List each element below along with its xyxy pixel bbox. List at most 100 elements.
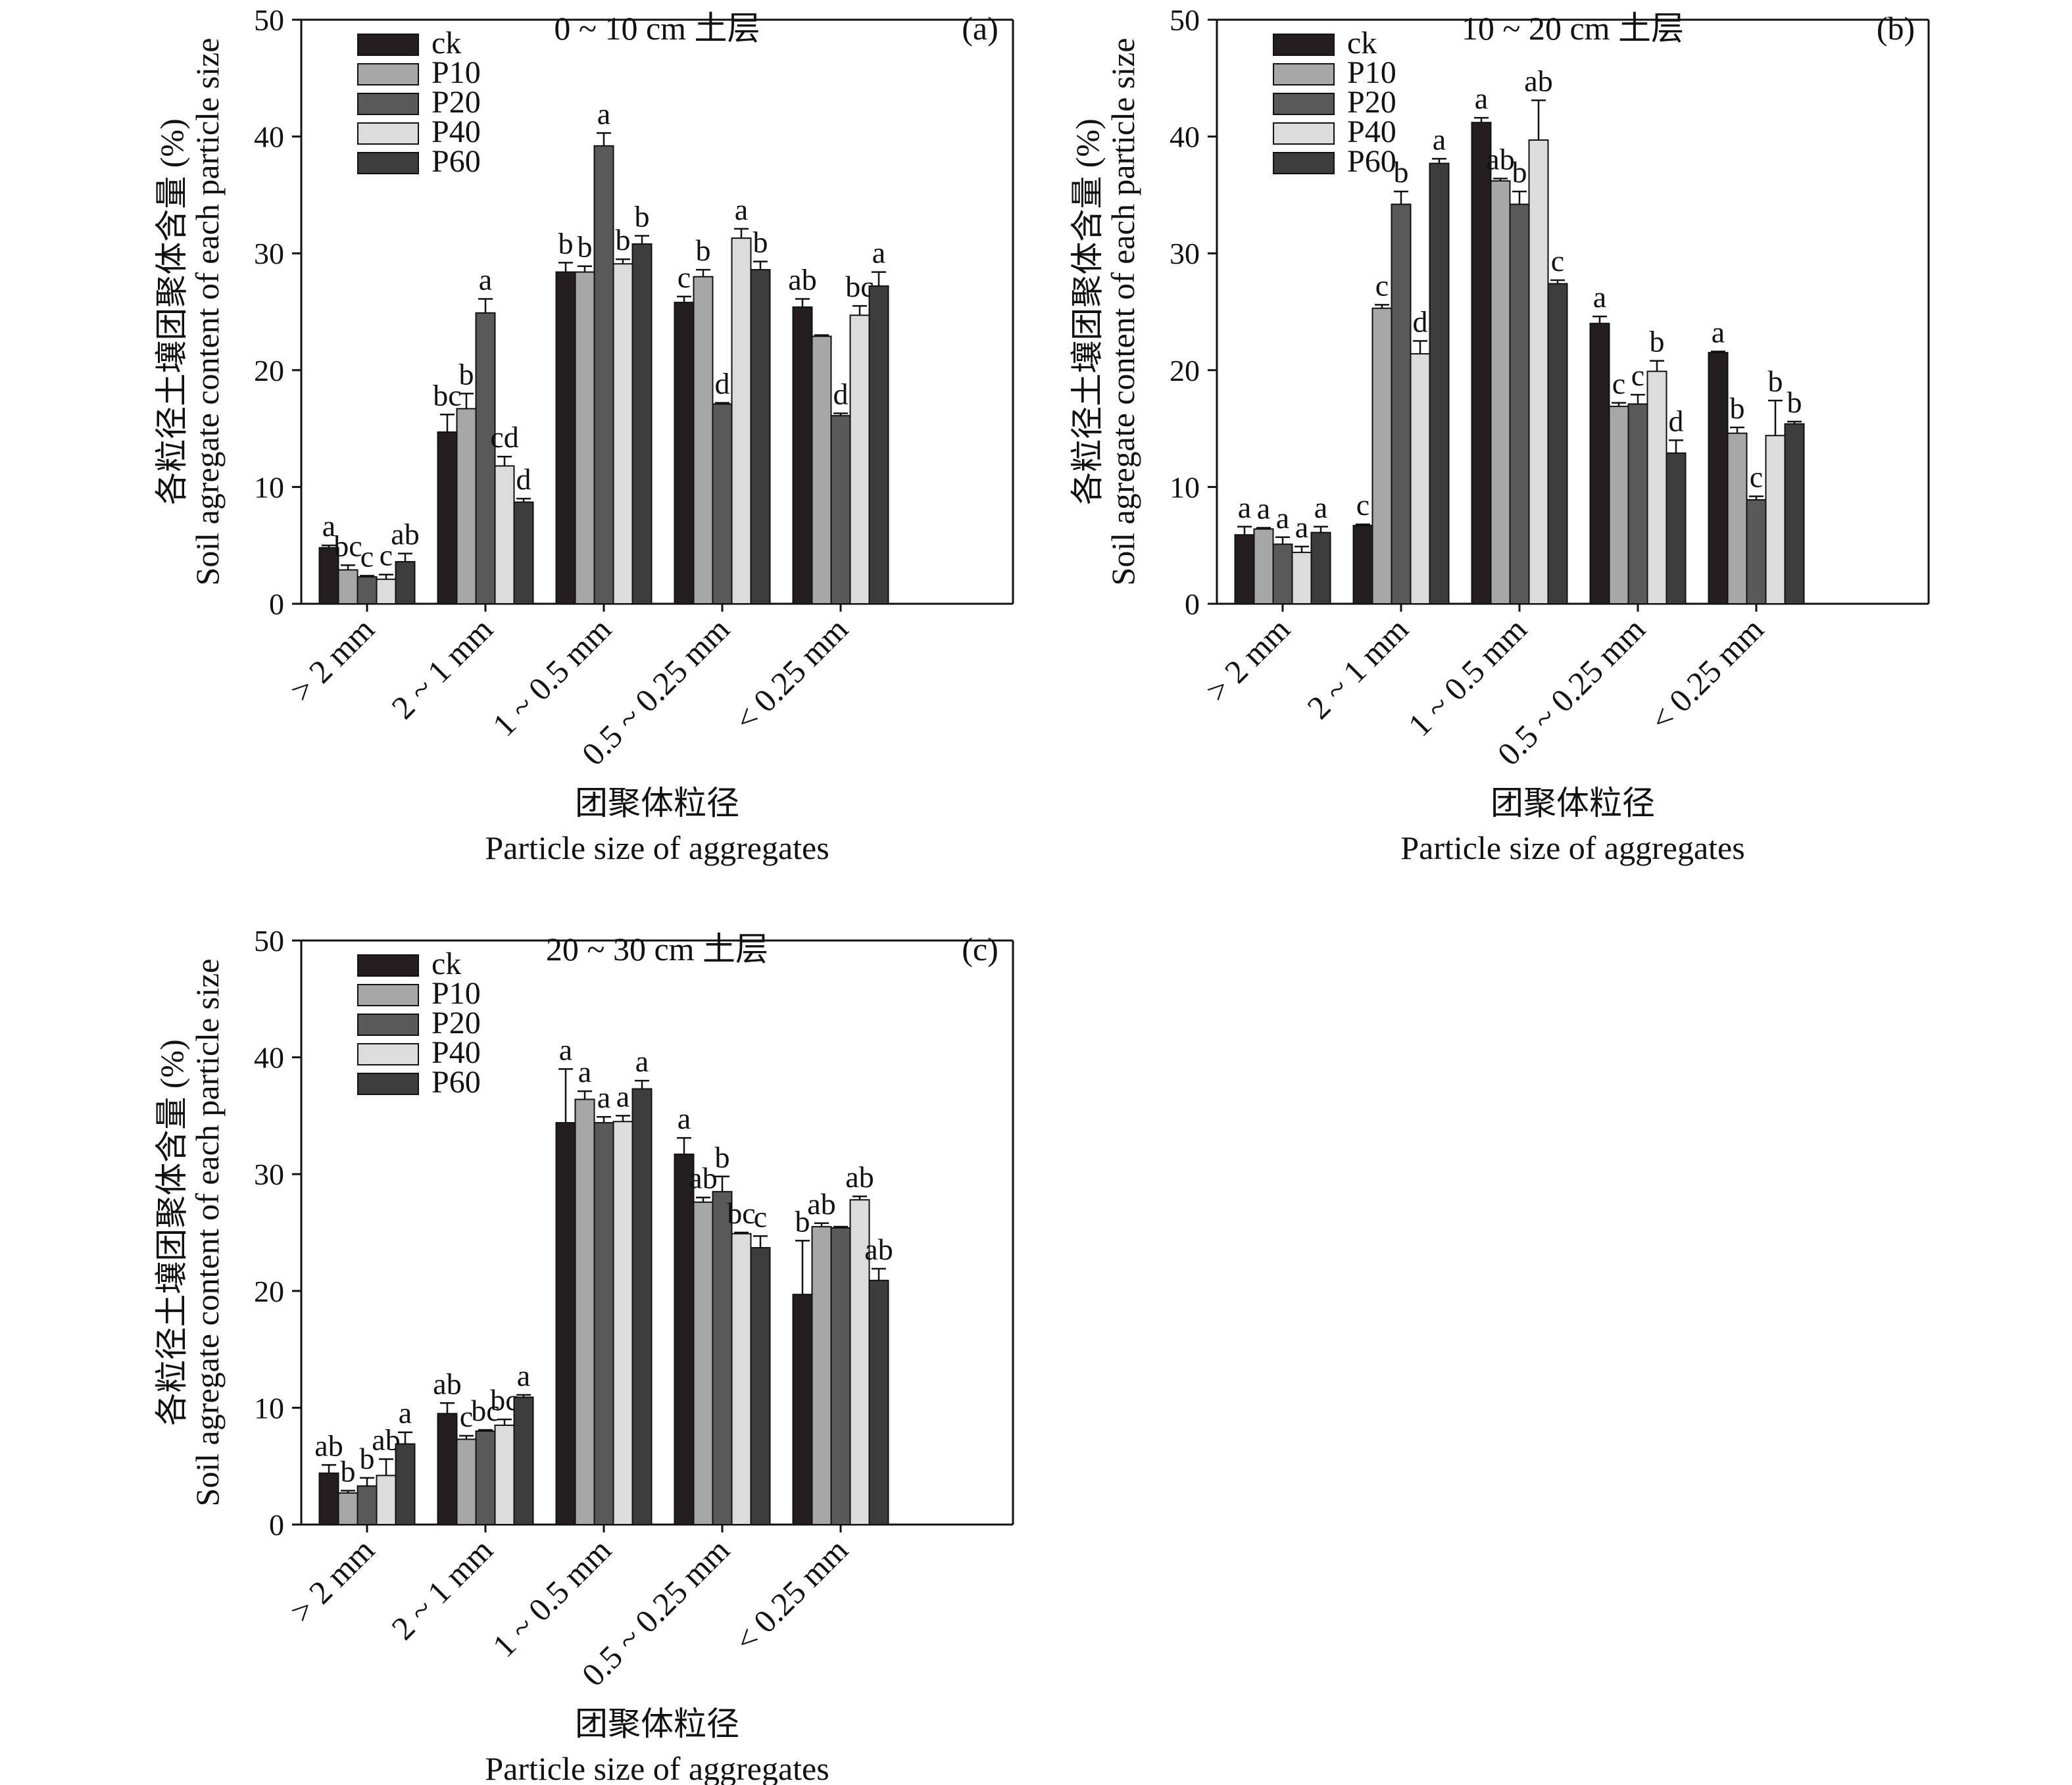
significance-label: ab xyxy=(845,1160,874,1194)
legend-swatch-P10 xyxy=(1273,63,1335,86)
legend-label: P10 xyxy=(1347,55,1396,90)
x-category-label: 2 ~ 1 mm xyxy=(1300,610,1416,726)
bar-P60 xyxy=(1665,452,1687,604)
significance-label: a xyxy=(1238,491,1251,524)
significance-label: a xyxy=(1295,510,1308,544)
bar-ck xyxy=(674,1154,695,1526)
bar-P40 xyxy=(849,314,870,604)
significance-label: ab xyxy=(433,1367,461,1400)
significance-label: a xyxy=(735,193,748,226)
bar-P20 xyxy=(475,312,496,604)
panel-title: 0 ~ 10 cm 土层 xyxy=(554,10,760,47)
significance-label: a xyxy=(597,1081,610,1114)
legend-label: P60 xyxy=(432,1065,481,1100)
significance-label: b xyxy=(578,230,593,264)
bar-P20 xyxy=(1272,543,1293,605)
significance-label: b xyxy=(715,1140,730,1174)
significance-label: b xyxy=(558,226,574,260)
significance-label: a xyxy=(597,97,610,130)
bar-ck xyxy=(1234,534,1255,604)
x-axis-title-cn: 团聚体粒径 xyxy=(1491,785,1655,821)
significance-label: d xyxy=(833,378,849,411)
x-category-label: < 0.25 mm xyxy=(1643,610,1771,738)
y-tick-label: 20 xyxy=(254,1275,284,1308)
bar-P60 xyxy=(1547,283,1568,604)
legend-swatch-P10 xyxy=(357,63,419,86)
significance-label: a xyxy=(399,1396,412,1430)
bar-P40 xyxy=(376,1475,397,1525)
significance-label: b xyxy=(1512,155,1527,189)
bar-P20 xyxy=(1627,403,1648,605)
significance-label: b xyxy=(795,1204,810,1238)
bar-P10 xyxy=(1371,307,1393,604)
significance-label: a xyxy=(1314,491,1327,524)
y-tick-label: 0 xyxy=(269,1508,284,1542)
y-axis-title-cn: 各粒径土壤团聚体含量 (%) xyxy=(153,118,190,504)
y-tick-label: 20 xyxy=(254,354,284,387)
y-tick-label: 10 xyxy=(254,1391,284,1425)
bar-P10 xyxy=(456,1438,477,1526)
significance-label: bc xyxy=(433,378,461,412)
significance-label: a xyxy=(1475,82,1488,115)
legend-swatch-ck xyxy=(357,954,419,977)
bar-P10 xyxy=(337,569,358,604)
bar-P40 xyxy=(731,1233,752,1525)
bar-P40 xyxy=(494,465,515,604)
x-axis-title-cn: 团聚体粒径 xyxy=(575,1705,739,1742)
y-tick-label: 50 xyxy=(254,924,284,958)
legend-swatch-P10 xyxy=(357,984,419,1006)
bar-ck xyxy=(1589,322,1610,604)
bar-P40 xyxy=(1291,551,1312,605)
significance-label: d xyxy=(1413,305,1428,338)
bar-ck xyxy=(555,1122,576,1525)
y-tick-label: 0 xyxy=(1185,587,1200,621)
legend-label: P20 xyxy=(1347,85,1396,120)
significance-label: d xyxy=(516,462,531,496)
bar-ck xyxy=(318,1472,339,1525)
bar-P20 xyxy=(712,403,733,605)
panel-tag: (a) xyxy=(962,10,999,47)
significance-label: c xyxy=(360,539,374,573)
bar-P20 xyxy=(830,1227,851,1525)
significance-label: b xyxy=(1787,385,1802,419)
significance-label: b xyxy=(360,1442,375,1475)
significance-label: d xyxy=(1669,404,1684,437)
significance-label: a xyxy=(872,236,885,270)
significance-label: ab xyxy=(391,518,419,551)
x-category-label: < 0.25 mm xyxy=(728,610,855,738)
bar-P40 xyxy=(1410,353,1431,604)
legend-label: P40 xyxy=(432,114,481,149)
significance-label: a xyxy=(1257,492,1270,526)
significance-label: c xyxy=(754,1200,767,1233)
bar-P40 xyxy=(612,263,633,604)
bar-P40 xyxy=(731,237,752,604)
bar-P40 xyxy=(1528,139,1549,605)
bar-ck xyxy=(1708,352,1729,604)
legend-label: P40 xyxy=(1347,114,1396,149)
panel-tag: (b) xyxy=(1877,10,1915,47)
bar-ck xyxy=(555,271,576,604)
legend-label: P60 xyxy=(1347,144,1396,179)
significance-label: a xyxy=(559,1033,572,1066)
bar-ck xyxy=(1352,525,1373,604)
bar-ck xyxy=(792,306,813,604)
legend-swatch-P40 xyxy=(1273,122,1335,145)
bar-P10 xyxy=(1608,405,1629,605)
legend-swatch-P20 xyxy=(357,1014,419,1036)
bar-P60 xyxy=(513,1396,534,1526)
bar-P10 xyxy=(1727,432,1748,604)
significance-label: a xyxy=(1712,315,1725,349)
bar-P60 xyxy=(1429,162,1450,604)
x-category-label: 2 ~ 1 mm xyxy=(384,610,500,726)
bar-P10 xyxy=(693,1201,714,1525)
significance-label: ab xyxy=(1486,143,1514,176)
significance-label: ab xyxy=(864,1233,893,1266)
significance-label: b xyxy=(635,200,650,233)
significance-label: bc xyxy=(727,1196,755,1230)
bar-P40 xyxy=(1646,370,1667,604)
legend-swatch-P40 xyxy=(357,122,419,145)
bar-P60 xyxy=(631,1088,653,1525)
panel-title: 20 ~ 30 cm 土层 xyxy=(546,931,768,967)
legend-swatch-P60 xyxy=(1273,152,1335,174)
